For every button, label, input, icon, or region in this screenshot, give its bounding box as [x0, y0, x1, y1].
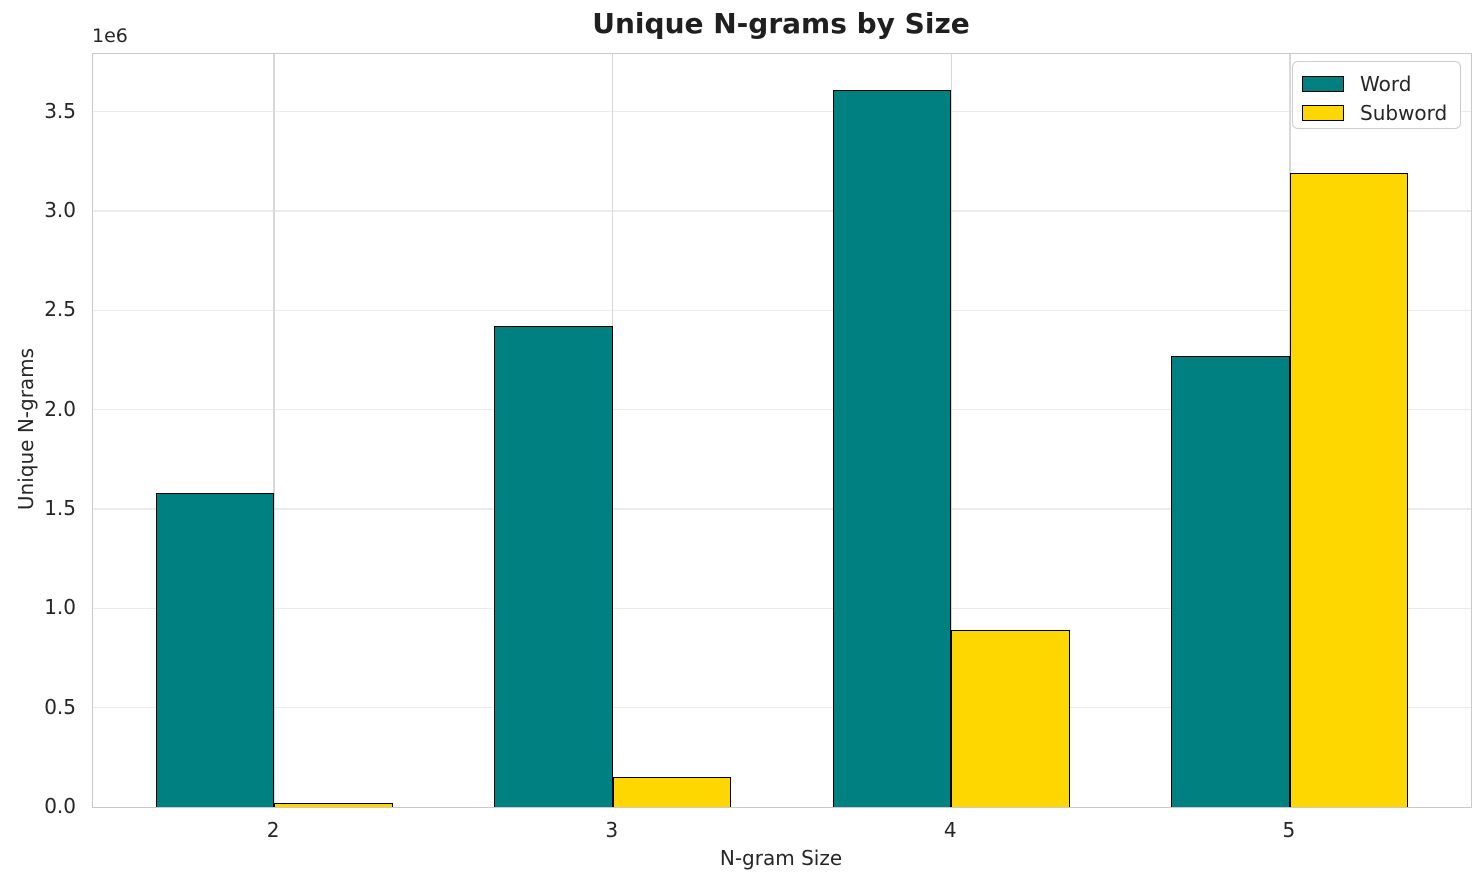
y-gridline: [93, 706, 1471, 709]
y-tick-label: 2.0: [44, 396, 76, 421]
legend-item-subword: Subword: [1302, 102, 1460, 124]
x-gridline: [273, 54, 275, 807]
bar-subword-2: [274, 803, 393, 807]
legend-swatch-word: [1302, 76, 1344, 92]
y-gridline: [93, 210, 1471, 212]
legend-label-subword: Subword: [1360, 101, 1448, 125]
y-axis-offset-text: 1e6: [92, 25, 128, 47]
legend-label-word: Word: [1360, 72, 1412, 96]
x-tick-label: 4: [943, 818, 957, 842]
bar-word-5: [1171, 356, 1290, 807]
chart-title: Unique N-grams by Size: [592, 7, 970, 40]
y-gridline: [93, 309, 1471, 311]
y-gridline: [93, 607, 1471, 610]
y-tick-label: 3.5: [44, 98, 76, 123]
y-gridline: [93, 408, 1471, 411]
bar-subword-5: [1289, 173, 1409, 807]
y-tick-label: 3.0: [44, 197, 76, 222]
y-gridline: [93, 110, 1471, 113]
y-tick-label: 2.5: [44, 297, 76, 322]
x-tick-label: 2: [266, 818, 280, 842]
x-tick-label: 3: [605, 818, 619, 842]
y-tick-label: 0.0: [44, 794, 76, 818]
x-axis-label: N-gram Size: [719, 846, 843, 870]
y-axis-label: Unique N-grams: [14, 347, 38, 511]
bar-subword-4: [951, 630, 1070, 807]
legend-swatch-subword: [1302, 105, 1344, 121]
plot-area: [92, 53, 1472, 808]
y-tick-label: 1.5: [44, 495, 76, 520]
bar-word-4: [832, 89, 952, 807]
y-gridline: [93, 508, 1471, 510]
bar-word-2: [155, 493, 275, 807]
legend: Word Subword: [1292, 61, 1461, 129]
y-tick-label: 1.0: [44, 595, 76, 620]
legend-item-word: Word: [1302, 73, 1460, 95]
bar-subword-3: [612, 777, 732, 807]
y-tick-label: 0.5: [44, 694, 76, 719]
bar-word-3: [494, 326, 613, 807]
x-tick-label: 5: [1282, 818, 1296, 842]
